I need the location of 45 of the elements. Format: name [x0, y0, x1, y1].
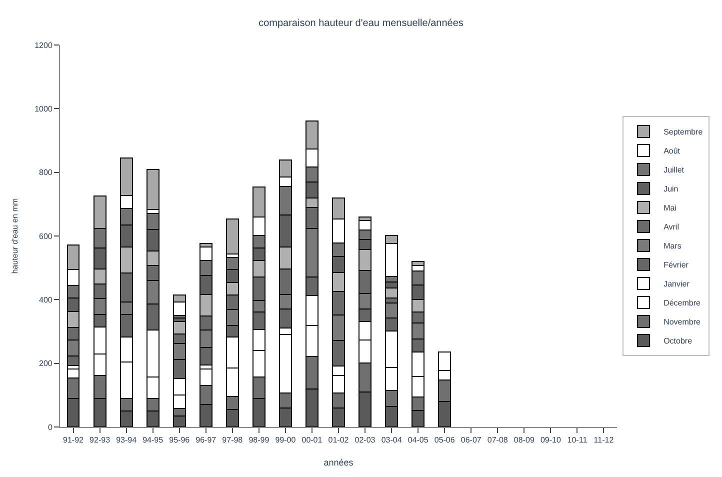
legend-label: Novembre: [664, 318, 702, 327]
legend-label: Août: [664, 146, 681, 156]
legend-label: Septembre: [664, 128, 704, 137]
x-axis-title: années: [324, 457, 354, 468]
legend-label: Décembre: [664, 298, 702, 308]
chart-title: comparaison hauteur d'eau mensuelle/années: [258, 18, 464, 30]
x-tick-label: 92-93: [90, 436, 111, 445]
legend-label: Avril: [664, 222, 680, 232]
y-tick-label: 0: [48, 422, 53, 432]
x-tick-label: 09-10: [540, 436, 562, 445]
legend-label: Février: [664, 260, 689, 270]
legend-label: Mai: [664, 204, 677, 213]
x-tick-label: 99-00: [275, 436, 296, 445]
legend-label: Juin: [664, 184, 678, 194]
x-tick-label: 07-08: [487, 436, 508, 445]
x-tick-label: 06-07: [460, 436, 482, 445]
bar: [146, 168, 160, 210]
y-tick-label: 1200: [34, 40, 53, 50]
x-tick-label: 94-95: [142, 436, 164, 445]
x-tick-label: 04-05: [408, 436, 429, 445]
x-tick-label: 97-98: [222, 436, 244, 445]
y-tick-label: 800: [39, 168, 53, 178]
x-tick-label: 11-12: [594, 436, 614, 445]
y-axis-title: hauteur d'eau en mm: [10, 198, 20, 274]
x-tick-label: 02-03: [354, 436, 376, 445]
x-tick-label: 93-94: [116, 436, 138, 445]
x-tick-label: 00-01: [302, 436, 323, 445]
y-tick-label: 400: [39, 295, 53, 304]
x-tick-label: 08-09: [514, 436, 535, 445]
x-tick-label: 05-06: [434, 436, 456, 445]
x-tick-label: 98-99: [248, 436, 270, 445]
y-tick-label: 200: [39, 359, 53, 368]
legend-label: Octobre: [664, 336, 693, 346]
x-tick-label: 96-97: [196, 436, 217, 445]
y-tick-label: 600: [39, 232, 53, 241]
x-tick-label: 10-11: [567, 436, 588, 445]
x-tick-label: 91-92: [63, 436, 84, 445]
legend-label: Mars: [664, 242, 682, 251]
bar: [226, 218, 239, 254]
legend-label: Juillet: [664, 166, 685, 175]
x-tick-label: 03-04: [381, 436, 402, 445]
legend-label: Janvier: [664, 280, 690, 289]
x-tick-label: 95-96: [169, 436, 190, 445]
x-tick-label: 01-02: [328, 436, 350, 445]
y-tick-label: 1000: [34, 104, 53, 114]
